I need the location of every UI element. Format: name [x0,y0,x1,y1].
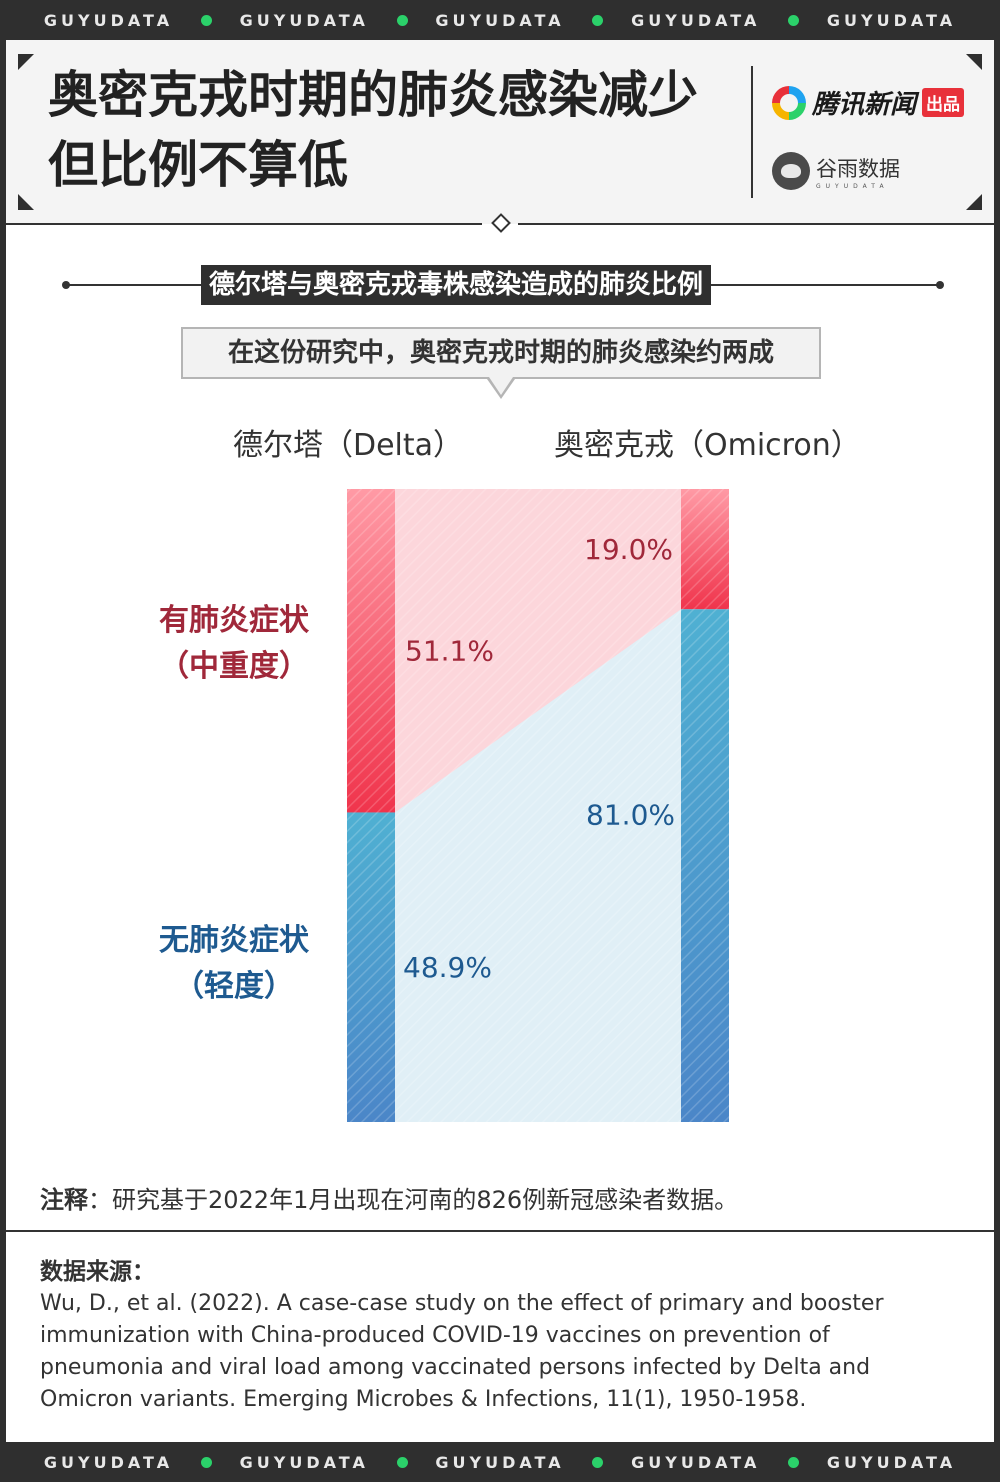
green-dot-icon [788,1456,800,1468]
brand-strip-word: GUYUDATA [631,1452,761,1472]
corner-triangle-icon [966,194,982,210]
callout-pointer-fill [489,377,513,395]
category-label-omicron: 奥密克戎（Omicron） [554,428,861,463]
header-rule-right [518,223,994,225]
corner-triangle-icon [966,54,982,70]
brand-strip-word: GUYUDATA [43,10,174,30]
brand-strip-word: GUYUDATA [435,1452,565,1472]
green-dot-icon [788,14,800,26]
bar-hatch [347,489,395,1122]
category-label-delta: 德尔塔（Delta） [233,428,464,463]
guyu-data-logo-text: 谷雨数据 [816,156,900,181]
brand-strip-word: GUYUDATA [826,1452,957,1472]
brand-strip-word: GUYUDATA [43,1452,174,1472]
tencent-news-logo: 腾讯新闻 出品 [772,84,965,121]
header-divider [751,66,753,198]
brand-strip-top: GUYUDATA GUYUDATA GUYUDATA GUYUDATA GUYU… [0,0,1000,40]
chart-title: 德尔塔与奥密克戎毒株感染造成的肺炎比例 [201,265,712,305]
legend-label-no-pneumonia-line2: （轻度） [174,969,294,1004]
legend-label-no-pneumonia-line1: 无肺炎症状 [159,923,309,958]
page-title-line2: 但比例不算低 [48,136,348,194]
footnote-divider [6,1230,994,1232]
corner-triangle-icon [18,54,34,70]
data-label-omicron-pneumonia: 19.0% [584,533,673,566]
green-dot-icon [200,14,212,26]
tencent-news-badge: 出品 [922,88,965,117]
data-label-delta-pneumonia: 51.1% [405,635,494,668]
page-title-line1: 奥密克戎时期的肺炎感染减少 [48,66,698,124]
legend-label-pneumonia: 有肺炎症状 （中重度） [134,598,334,690]
data-label-omicron-no-pneumonia: 81.0% [586,798,675,831]
brand-strip-word: GUYUDATA [826,10,957,30]
bar-hatch [681,489,729,1122]
brand-strip-word: GUYUDATA [631,10,761,30]
brand-strip-word: GUYUDATA [435,10,565,30]
data-label-delta-no-pneumonia: 48.9% [403,951,492,984]
brand-strip-word: GUYUDATA [239,10,369,30]
green-dot-icon [396,14,408,26]
guyu-data-logo: 谷雨数据 GUYUDATA [772,152,900,190]
source-title: 数据来源： [40,1259,155,1285]
green-dot-icon [396,1456,408,1468]
tencent-news-logo-text: 腾讯新闻 [812,90,917,120]
connector-hatch [395,489,681,1122]
page-title: 奥密克戎时期的肺炎感染减少 但比例不算低 [48,60,748,200]
brand-strip-word: GUYUDATA [239,1452,369,1472]
footnote-text: ：研究基于2022年1月出现在河南的826例新冠感染者数据。 [88,1186,739,1214]
stacked-bar-chart: 51.1% 48.9% 19.0% 81.0% [347,489,729,1122]
footnote: 注释：研究基于2022年1月出现在河南的826例新冠感染者数据。 [40,1180,738,1215]
corner-triangle-icon [18,194,34,210]
legend-label-no-pneumonia: 无肺炎症状 （轻度） [134,918,334,1010]
tencent-news-logo-icon [772,85,806,120]
green-dot-icon [200,1456,212,1468]
green-dot-icon [592,14,604,26]
legend-label-pneumonia-line2: （中重度） [159,649,309,684]
brand-strip-bottom: GUYUDATA GUYUDATA GUYUDATA GUYUDATA GUYU… [0,1442,1000,1482]
header-rule-left [6,223,482,225]
green-dot-icon [592,1456,604,1468]
guyu-data-logo-en: GUYUDATA [816,182,889,190]
source-text: Wu, D., et al. (2022). A case-case study… [40,1291,884,1412]
bird-logo-icon [772,152,810,190]
infographic-frame: 奥密克戎时期的肺炎感染减少 但比例不算低 腾讯新闻 出品 谷雨数据 GUYUDA… [6,40,994,1442]
chart-callout: 在这份研究中，奥密克戎时期的肺炎感染约两成 [181,327,821,379]
header: 奥密克戎时期的肺炎感染减少 但比例不算低 腾讯新闻 出品 谷雨数据 GUYUDA… [6,40,994,224]
legend-label-pneumonia-line1: 有肺炎症状 [159,603,309,638]
footnote-label: 注释 [40,1186,88,1214]
